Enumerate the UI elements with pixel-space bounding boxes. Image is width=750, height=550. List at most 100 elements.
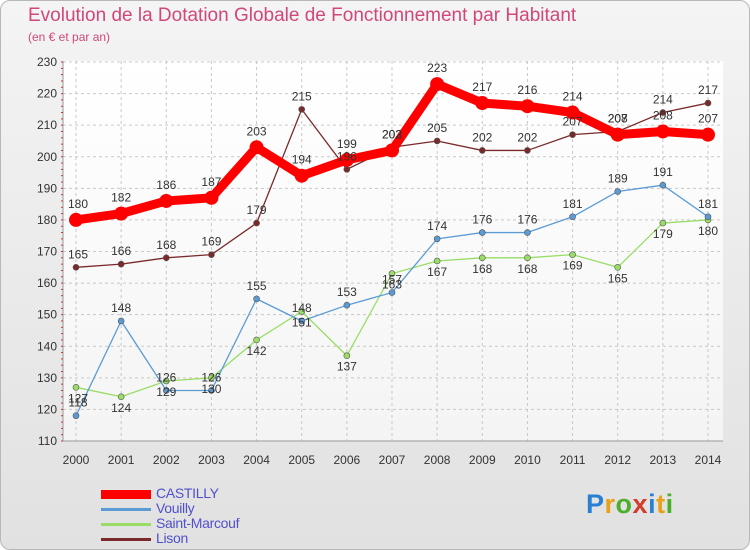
data-point: [72, 384, 80, 391]
data-point: [72, 412, 80, 420]
data-label: 203: [382, 127, 402, 141]
y-tick-label: 200: [37, 150, 57, 164]
data-label: 168: [472, 262, 492, 276]
data-label: 214: [563, 90, 583, 104]
data-label: 126: [156, 370, 176, 384]
y-tick-label: 110: [38, 434, 57, 448]
data-label: 142: [247, 344, 267, 358]
data-point: [208, 387, 215, 394]
x-tick-label: 2004: [243, 453, 270, 467]
x-tick-label: 2010: [514, 453, 541, 467]
legend-swatch: [101, 508, 151, 511]
data-point: [520, 99, 535, 114]
data-point: [478, 147, 486, 154]
data-point: [655, 124, 670, 139]
series-vouilly: [72, 181, 712, 420]
data-label: 207: [698, 112, 718, 126]
y-tick-label: 170: [37, 245, 57, 259]
data-label: 165: [608, 271, 628, 285]
y-tick-label: 120: [37, 402, 57, 416]
data-point: [433, 257, 441, 265]
data-label: 168: [517, 262, 537, 276]
legend-label: Saint-Marcouf: [156, 515, 240, 531]
data-point: [704, 99, 712, 107]
data-label: 130: [201, 382, 221, 396]
y-tick-label: 150: [37, 308, 57, 322]
y-tick-label: 190: [37, 181, 57, 195]
y-tick-label: 230: [37, 55, 57, 69]
data-point: [298, 106, 306, 113]
data-label: 202: [472, 130, 492, 144]
data-point: [343, 301, 351, 309]
data-point: [253, 219, 260, 227]
data-label: 202: [517, 130, 537, 144]
data-label: 191: [653, 165, 673, 179]
data-label: 216: [517, 83, 537, 97]
data-label: 205: [427, 121, 447, 135]
y-tick-label: 210: [37, 118, 57, 132]
data-point: [475, 96, 490, 111]
data-point: [253, 295, 260, 303]
data-point: [614, 263, 622, 271]
x-tick-label: 2012: [604, 453, 631, 467]
data-label: 223: [427, 61, 447, 75]
data-label: 208: [608, 111, 628, 125]
logo-letter: t: [656, 489, 666, 519]
x-tick-label: 2011: [560, 453, 586, 467]
data-point: [298, 317, 306, 325]
logo-letter: x: [632, 489, 649, 519]
data-label: 186: [156, 178, 176, 192]
data-label: 148: [292, 301, 312, 315]
data-label: 118: [68, 396, 87, 410]
data-point: [253, 336, 260, 344]
x-tick-label: 2000: [63, 453, 90, 467]
y-tick-label: 130: [37, 371, 57, 385]
data-label: 155: [247, 279, 267, 293]
x-tick-label: 2014: [695, 453, 722, 467]
data-point: [208, 374, 215, 382]
data-point: [524, 254, 531, 262]
data-label: 168: [156, 238, 176, 252]
data-point: [204, 190, 219, 205]
data-point: [659, 181, 667, 189]
series-saint-marcouf: [72, 216, 712, 401]
data-point: [162, 254, 170, 262]
data-label: 137: [337, 360, 357, 374]
data-point: [117, 317, 125, 325]
data-label: 181: [698, 197, 718, 211]
data-label: 169: [201, 235, 221, 249]
data-point: [117, 260, 125, 268]
series-castilly: [69, 77, 715, 227]
legend-swatch: [101, 538, 151, 541]
data-label: 207: [608, 112, 628, 126]
data-point: [343, 166, 351, 173]
data-label: 127: [68, 391, 88, 405]
proxiti-logo: Proxiti: [586, 489, 674, 520]
data-label: 180: [68, 197, 88, 211]
data-point: [385, 143, 399, 158]
legend-label: Lison: [156, 530, 188, 546]
data-point: [159, 193, 174, 208]
data-label: 179: [653, 227, 673, 241]
data-point: [569, 131, 576, 138]
data-label: 169: [563, 259, 583, 273]
data-label: 207: [563, 115, 583, 129]
data-label: 202: [382, 127, 402, 141]
data-point: [659, 109, 667, 116]
legend-swatch: [101, 523, 151, 526]
x-tick-label: 2007: [379, 453, 406, 467]
data-label: 208: [653, 108, 673, 122]
data-label: 203: [247, 124, 267, 138]
data-point: [565, 105, 580, 120]
data-point: [569, 251, 576, 258]
data-point: [433, 137, 441, 145]
data-point: [433, 235, 441, 243]
x-tick-label: 2008: [424, 453, 451, 467]
data-point: [478, 229, 486, 236]
data-label: 151: [292, 316, 312, 330]
data-point: [701, 127, 715, 142]
data-label: 166: [111, 244, 131, 258]
data-point: [114, 206, 129, 221]
chart-subtitle: (en € et par an): [28, 30, 111, 44]
